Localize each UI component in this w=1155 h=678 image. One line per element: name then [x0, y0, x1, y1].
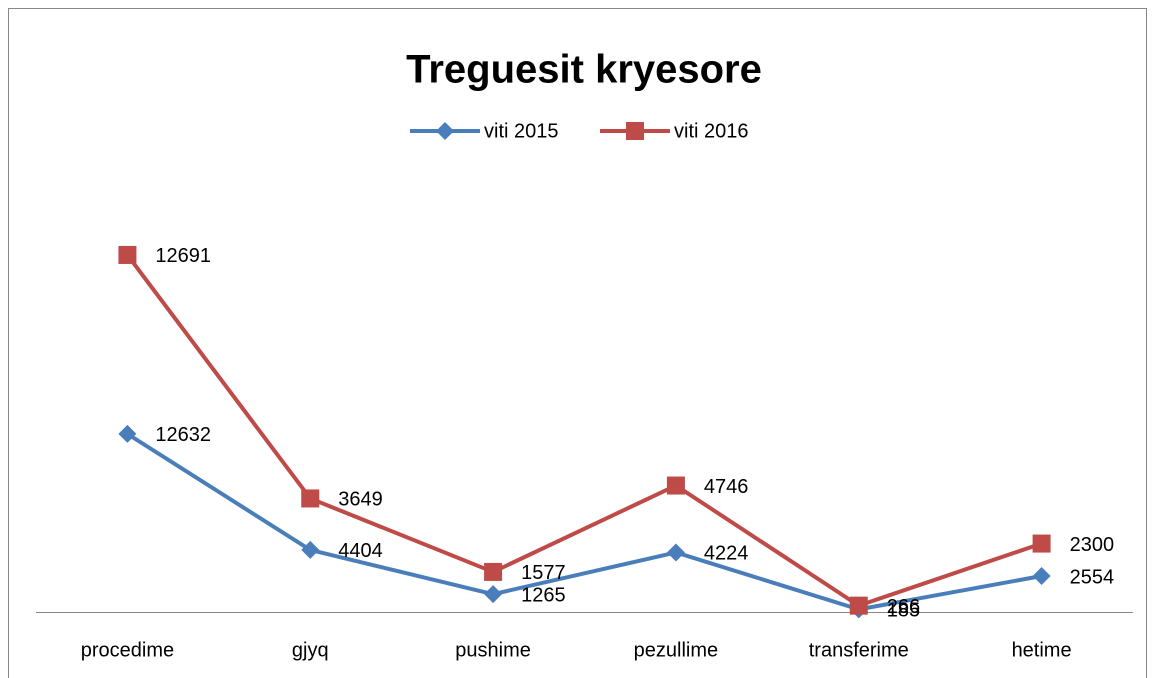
x-tick-label: procedime	[81, 639, 174, 661]
x-tick-label: pezullime	[634, 639, 718, 661]
x-tick-label: transferime	[809, 639, 909, 661]
data-point	[666, 476, 685, 495]
data-label: 185	[887, 600, 920, 622]
x-tick-label: hetime	[1012, 639, 1072, 661]
data-label: 12691	[155, 245, 211, 267]
x-tick-label: pushime	[455, 639, 531, 661]
data-point	[666, 543, 685, 562]
data-label: 2554	[1070, 566, 1115, 588]
data-point	[118, 245, 137, 264]
data-point	[301, 489, 320, 508]
data-point	[1032, 566, 1051, 585]
data-point	[1032, 534, 1051, 553]
series-line	[126, 432, 1042, 612]
chart-title: Treguesit kryesore	[406, 48, 762, 92]
data-label: 4404	[338, 540, 383, 562]
series-line	[125, 253, 1043, 608]
data-label: 1577	[521, 562, 566, 584]
data-point	[849, 596, 868, 615]
data-label: 12632	[155, 424, 211, 446]
data-point	[484, 562, 503, 581]
data-point	[301, 540, 320, 559]
legend-marker	[626, 122, 644, 140]
data-point	[118, 424, 137, 443]
chart-frame	[8, 8, 1147, 678]
data-point	[484, 585, 503, 604]
legend-marker	[436, 122, 454, 140]
legend-label: viti 2015	[484, 120, 559, 142]
data-label: 3649	[338, 489, 383, 511]
data-label: 4224	[704, 543, 749, 565]
data-label: 1265	[521, 584, 566, 606]
x-tick-label: gjyq	[292, 639, 329, 661]
data-label: 4746	[704, 476, 749, 498]
legend-label: viti 2016	[674, 120, 749, 142]
data-label: 2300	[1070, 534, 1115, 556]
data-label: 266	[887, 596, 920, 618]
